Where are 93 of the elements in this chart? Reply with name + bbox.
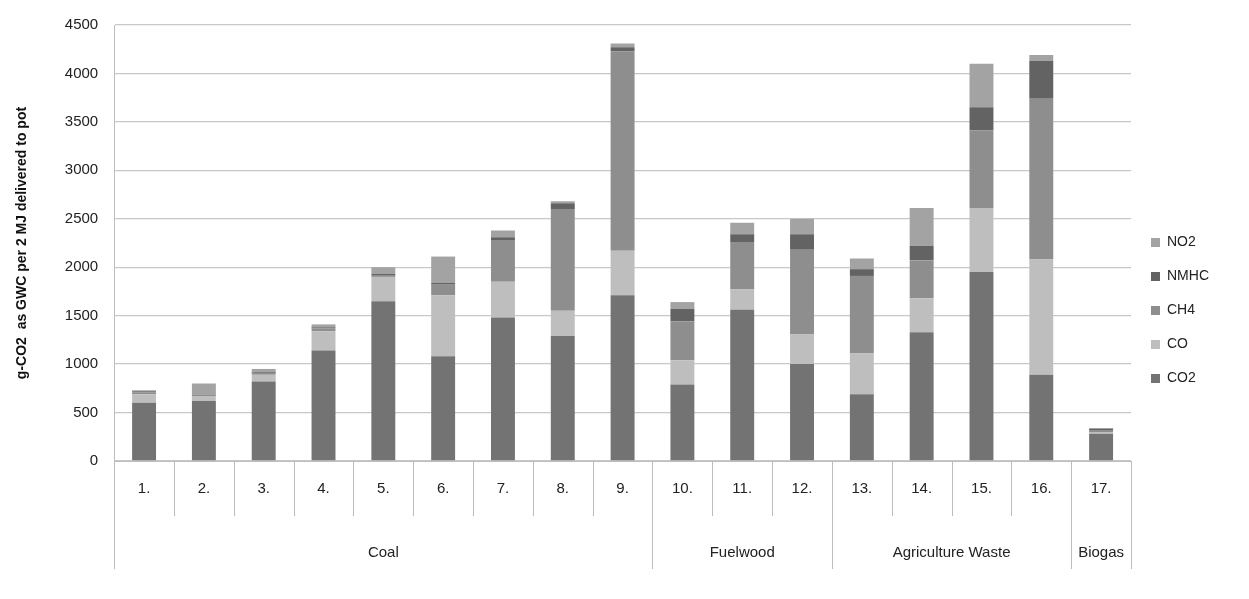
bar — [969, 272, 994, 461]
bar — [730, 289, 755, 310]
bar — [431, 256, 456, 283]
bar — [132, 394, 157, 403]
bar — [491, 317, 515, 461]
bar — [610, 51, 635, 251]
y-tick-label: 4500 — [64, 15, 99, 33]
bar — [790, 364, 814, 461]
bar — [431, 356, 456, 461]
y-tick-label: 2000 — [64, 257, 99, 275]
bar — [550, 209, 575, 311]
x-tick-label: 3. — [257, 479, 270, 497]
bar — [371, 276, 396, 302]
bar — [431, 284, 456, 296]
legend-label: NO2 — [1167, 233, 1197, 250]
bar — [670, 321, 695, 361]
bar — [491, 230, 515, 238]
bar — [909, 208, 934, 246]
bar — [610, 295, 635, 461]
bar — [371, 301, 396, 461]
bar — [790, 218, 814, 235]
text: Biogas — [1078, 543, 1125, 561]
bar — [191, 396, 216, 401]
y-tick-label: 500 — [73, 402, 99, 420]
bar — [849, 269, 874, 276]
bar — [909, 260, 934, 299]
bar — [132, 402, 157, 461]
bar — [371, 267, 396, 274]
bar — [1089, 433, 1114, 461]
bar — [849, 394, 874, 461]
x-tick-label: 6. — [436, 479, 450, 497]
y-tick-label: 3500 — [64, 112, 99, 130]
y-tick-label: 1500 — [64, 305, 99, 323]
y-tick-label: 0 — [89, 451, 99, 469]
bar — [251, 374, 276, 382]
bar — [670, 384, 695, 461]
bar — [730, 242, 755, 290]
bar — [730, 309, 755, 461]
bar — [1029, 60, 1054, 99]
y-tick-label: 1000 — [64, 354, 99, 372]
text: Coal — [367, 543, 399, 561]
x-tick-label: 9. — [616, 479, 629, 497]
legend-label: CO2 — [1167, 369, 1197, 386]
y-tick-label: 3000 — [64, 160, 99, 178]
bar — [1029, 55, 1054, 61]
x-tick-label: 10. — [671, 479, 693, 497]
bar — [251, 381, 276, 461]
x-tick-label: 14. — [911, 479, 933, 497]
bar — [191, 383, 216, 395]
bar — [909, 332, 934, 461]
bar — [969, 107, 994, 131]
text: Agriculture Waste — [892, 543, 1011, 561]
y-axis-title: g-CO2 as GWC per 2 MJ delivered to pot — [13, 106, 30, 380]
legend-label: NMHC — [1167, 267, 1210, 284]
x-tick-label: 16. — [1030, 479, 1052, 497]
x-tick-label: 2. — [197, 479, 211, 497]
bar — [730, 234, 755, 243]
bar — [670, 302, 695, 309]
bar — [969, 63, 994, 108]
bar — [849, 258, 874, 270]
bar — [790, 249, 814, 335]
x-tick-label: 1. — [137, 479, 151, 497]
bar — [610, 47, 635, 52]
bar — [550, 336, 575, 461]
x-tick-label: 11. — [732, 479, 753, 497]
bar — [670, 308, 695, 322]
legend-label: CH4 — [1167, 301, 1196, 318]
text: Fuelwood — [709, 543, 775, 561]
legend-label: CO — [1167, 335, 1189, 352]
bar — [550, 203, 575, 210]
bar — [909, 245, 934, 261]
y-tick-label: 4000 — [64, 63, 99, 81]
x-tick-label: 8. — [556, 479, 570, 497]
x-tick-label: 7. — [496, 479, 510, 497]
bar — [1029, 98, 1054, 260]
bar — [610, 43, 635, 48]
bar — [311, 350, 336, 461]
x-tick-label: 4. — [317, 479, 330, 497]
x-tick-label: 5. — [377, 479, 390, 497]
bar — [191, 400, 216, 461]
x-tick-label: 12. — [791, 479, 813, 497]
bar — [730, 222, 755, 235]
x-tick-label: 13. — [851, 479, 873, 497]
bar — [790, 234, 814, 250]
bar — [491, 237, 515, 241]
y-tick-label: 2500 — [64, 208, 99, 226]
x-tick-label: 17. — [1090, 479, 1112, 497]
bar — [969, 130, 994, 209]
bar — [849, 275, 874, 354]
bar — [491, 240, 515, 282]
bar — [311, 331, 336, 351]
bar — [1029, 374, 1054, 461]
x-tick-label: 15. — [971, 479, 992, 497]
